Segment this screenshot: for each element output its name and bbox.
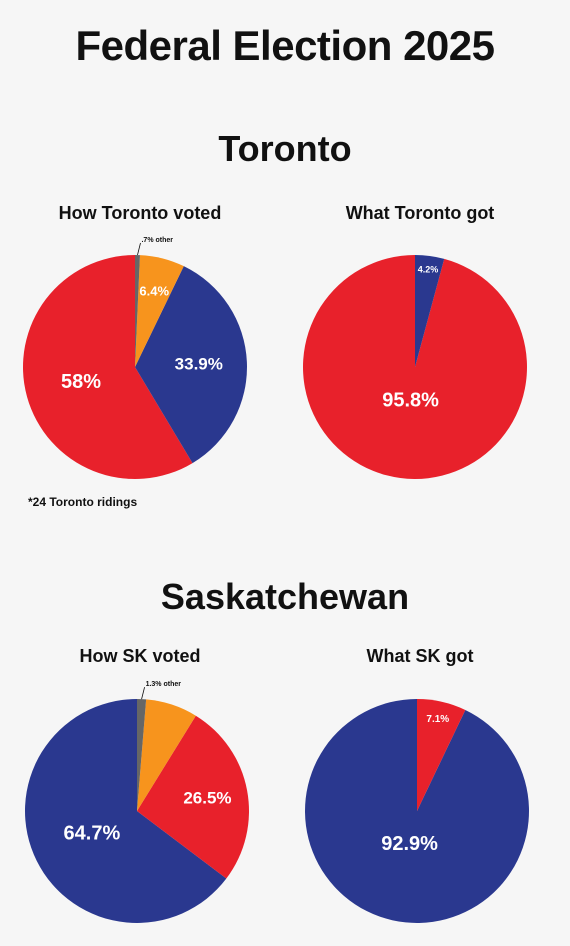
section-title-saskatchewan: Saskatchewan (160, 576, 410, 617)
slice-label: 92.9% (381, 833, 438, 855)
pie-slice (25, 699, 227, 923)
slice-label: 95.8% (382, 389, 439, 411)
chart-title-sk-voted: How SK voted (79, 646, 201, 666)
chart-title-sk-got: What SK got (366, 646, 474, 666)
slice-label: 26.5% (183, 788, 231, 807)
pie-slice (415, 255, 445, 367)
section-title-toronto: Toronto (218, 128, 352, 169)
pie-slice (417, 699, 466, 811)
slice-label: 33.9% (175, 355, 223, 374)
pie-slice (135, 255, 184, 367)
pie-sk-voted: 64.7% 26.5% 1.3% other (25, 681, 250, 923)
pie-slice (137, 699, 196, 811)
pie-toronto-got: 95.8% 4.2% (303, 255, 527, 479)
slice-label: 58% (61, 371, 101, 393)
chart-title-toronto-voted: How Toronto voted (58, 203, 222, 223)
page-title: Federal Election 2025 (75, 22, 495, 69)
slice-label: 64.7% (64, 822, 121, 844)
leader-line (141, 686, 145, 700)
slice-label: 6.4% (139, 283, 169, 298)
pie-slice (23, 255, 193, 479)
chart-title-toronto-got: What Toronto got (345, 203, 495, 223)
slice-label: 4.2% (418, 264, 439, 274)
note-toronto-ridings: *24 Toronto ridings (28, 495, 138, 509)
slice-label: .7% other (141, 237, 173, 244)
pie-sk-got: 92.9% 7.1% (305, 699, 529, 923)
pie-slice (137, 699, 147, 811)
pie-slice (135, 255, 140, 367)
slice-label: 7.1% (426, 714, 449, 725)
slice-label: 1.3% other (146, 681, 182, 688)
pie-toronto-voted: 58% 33.9% 6.4% .7% other (23, 237, 247, 479)
pie-slice (137, 715, 250, 879)
leader-line (137, 242, 141, 256)
pie-slice (135, 266, 247, 464)
